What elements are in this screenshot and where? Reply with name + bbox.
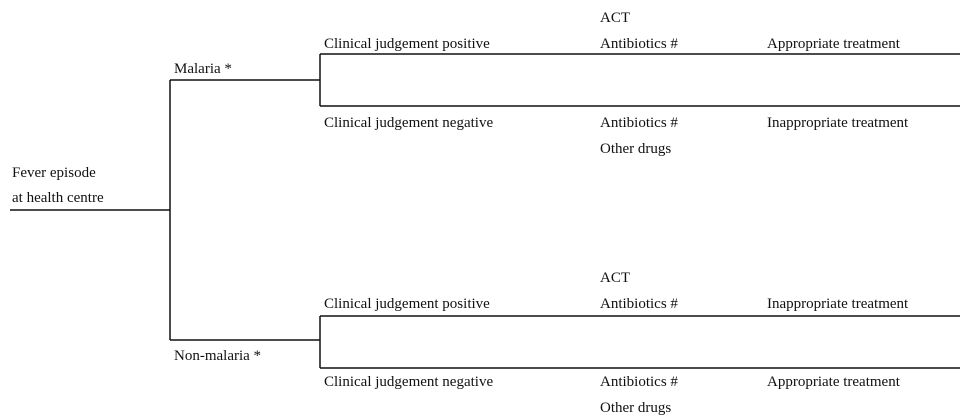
branch-label: Non-malaria * <box>174 348 261 364</box>
drug: Antibiotics # <box>600 296 678 312</box>
treatment: Appropriate treatment <box>767 374 901 390</box>
root-label: at health centre <box>12 190 104 206</box>
treatment: Inappropriate treatment <box>767 115 909 131</box>
judgement: Clinical judgement negative <box>324 374 493 390</box>
drug: Other drugs <box>600 400 671 416</box>
branch-label: Malaria * <box>174 61 232 77</box>
drug: Antibiotics # <box>600 115 678 131</box>
drug: Antibiotics # <box>600 374 678 390</box>
treatment: Appropriate treatment <box>767 36 901 52</box>
drug: Antibiotics # <box>600 36 678 52</box>
drug: ACT <box>600 270 630 286</box>
root-label: Fever episode <box>12 165 96 181</box>
treatment: Inappropriate treatment <box>767 296 909 312</box>
judgement: Clinical judgement positive <box>324 36 490 52</box>
judgement: Clinical judgement negative <box>324 115 493 131</box>
drug: ACT <box>600 10 630 26</box>
judgement: Clinical judgement positive <box>324 296 490 312</box>
drug: Other drugs <box>600 141 671 157</box>
